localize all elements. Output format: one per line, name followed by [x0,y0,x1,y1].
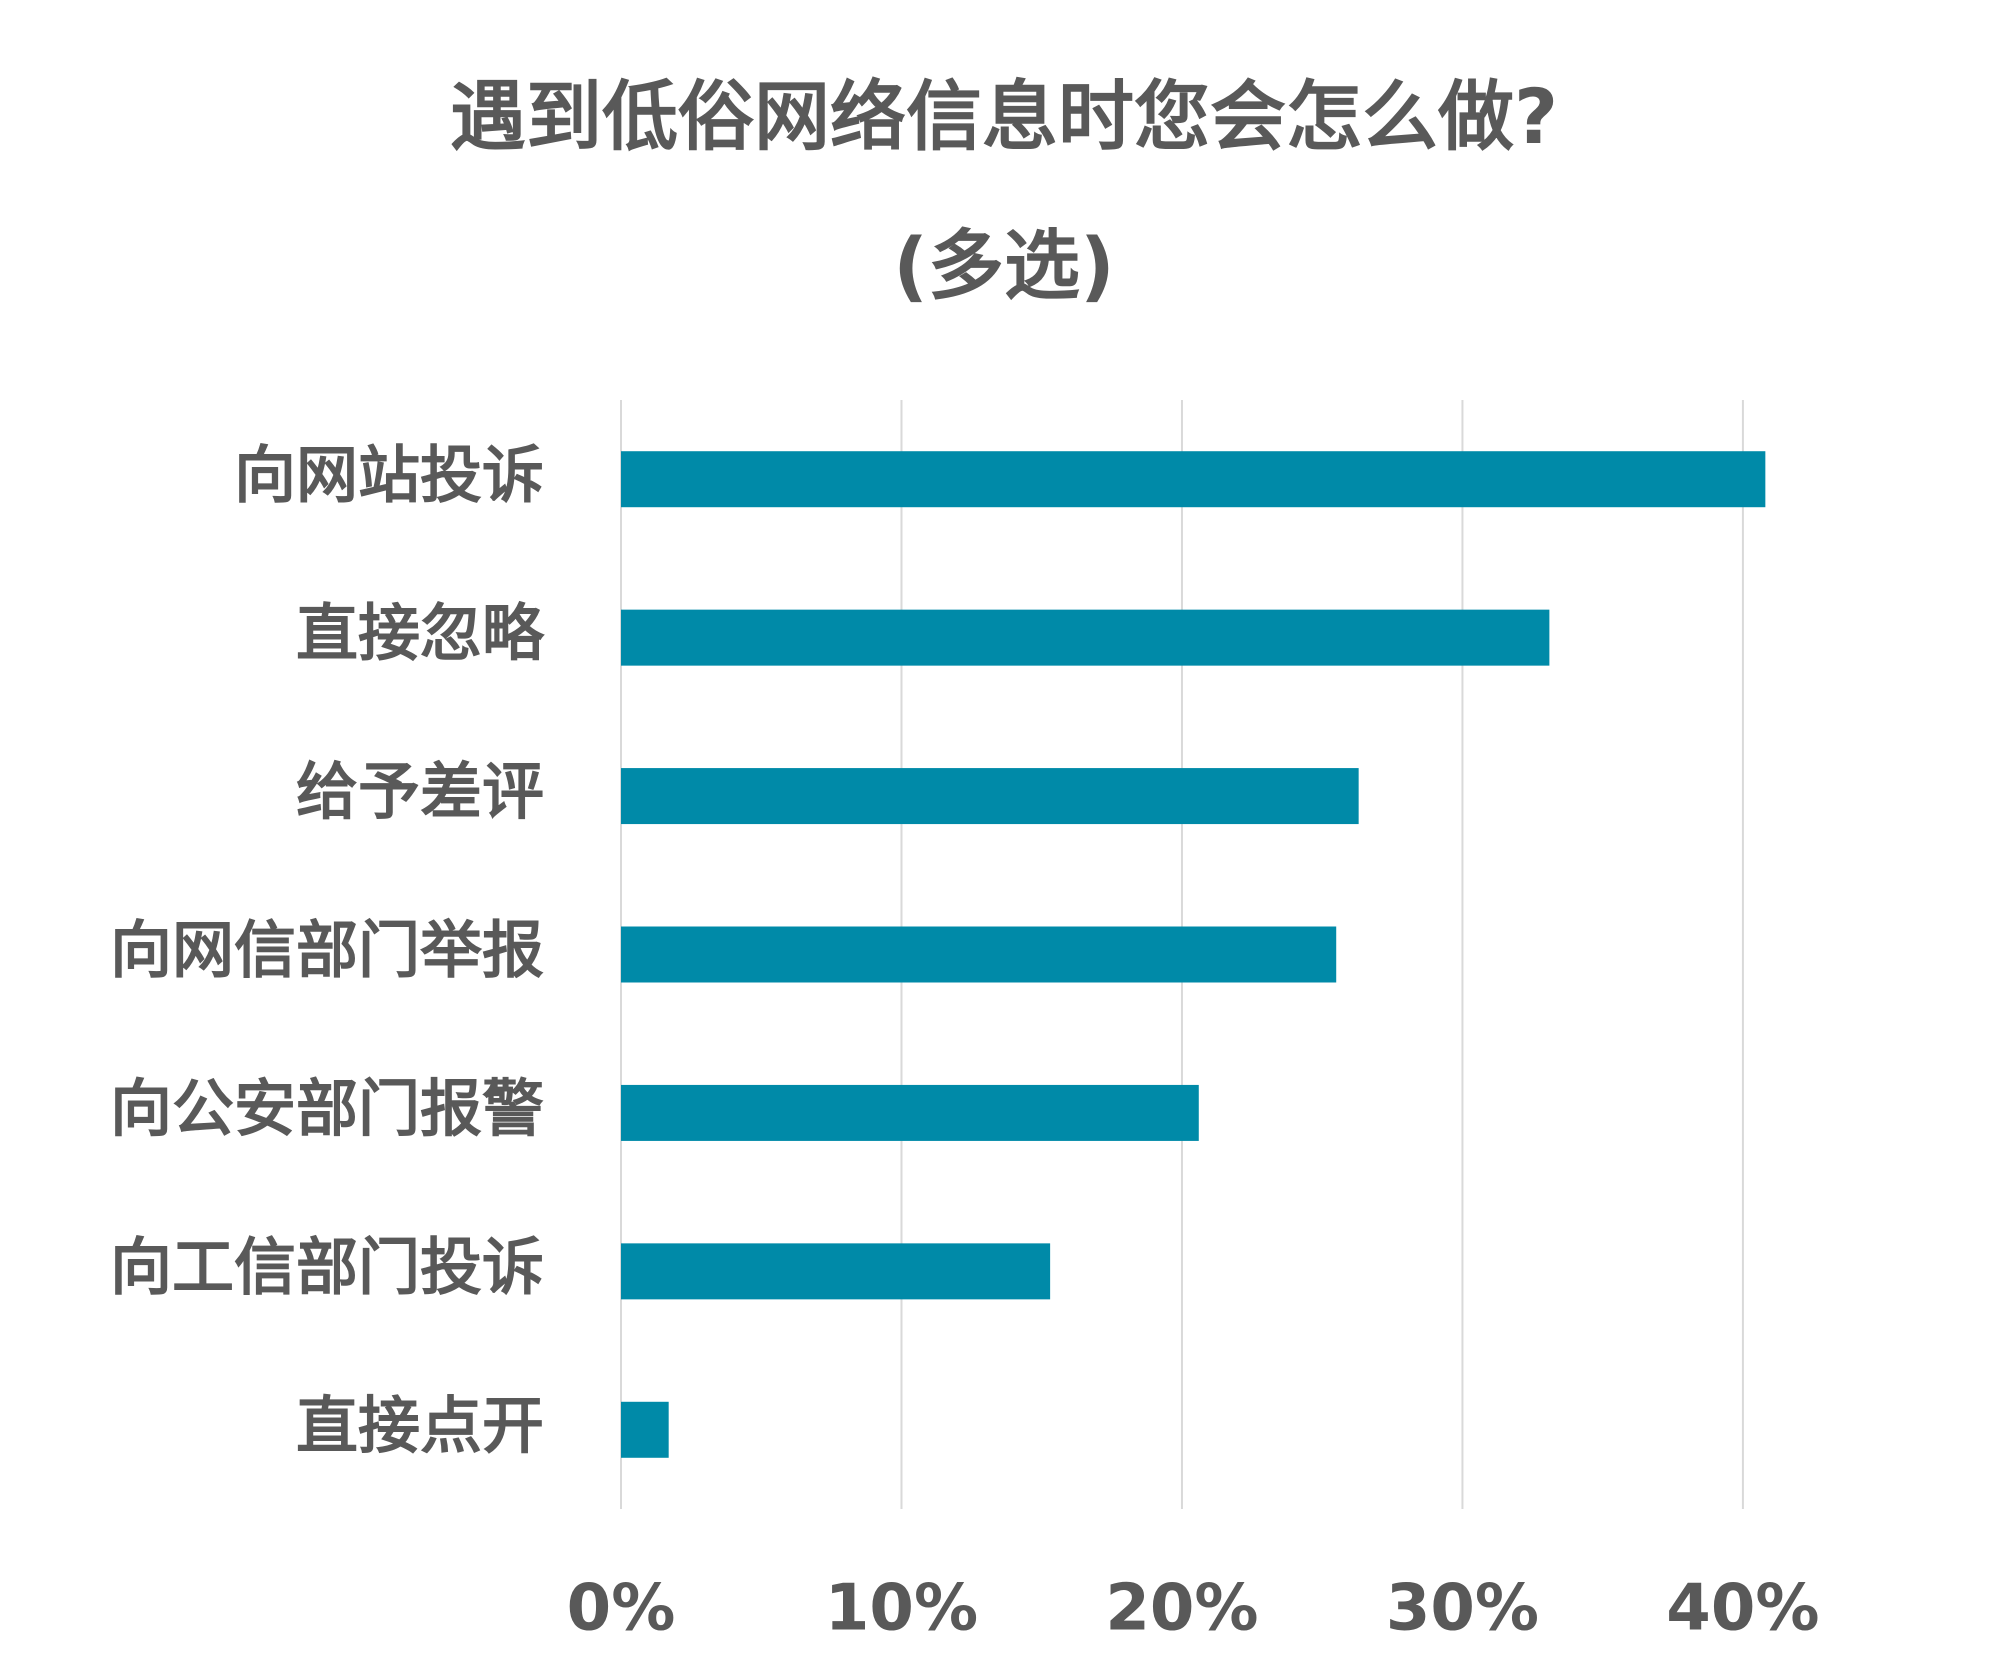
bar [621,1243,1051,1300]
y-tick-label: 直接点开 [296,1389,544,1462]
x-tick-label: 0% [567,1572,676,1646]
x-tick-label: 30% [1386,1572,1539,1646]
bar [621,609,1550,666]
bar [621,768,1359,825]
y-tick-label: 向工信部门投诉 [110,1230,544,1303]
chart-title: 遇到低俗网络信息时您会怎么做? [450,72,1558,161]
x-tick-label: 40% [1666,1572,1819,1646]
y-tick-label: 直接忽略 [296,597,545,670]
x-tick-label: 20% [1105,1572,1258,1646]
y-tick-label: 给予差评 [296,755,544,828]
y-tick-label: 向网信部门举报 [110,914,544,987]
bar [621,926,1337,983]
y-tick-label: 向公安部门报警 [110,1072,544,1145]
y-tick-label: 向网站投诉 [234,438,544,511]
bar [621,451,1766,508]
chart-subtitle: (多选) [893,221,1114,310]
x-tick-label: 10% [825,1572,978,1646]
bar [621,1084,1199,1141]
bar [621,1401,669,1458]
